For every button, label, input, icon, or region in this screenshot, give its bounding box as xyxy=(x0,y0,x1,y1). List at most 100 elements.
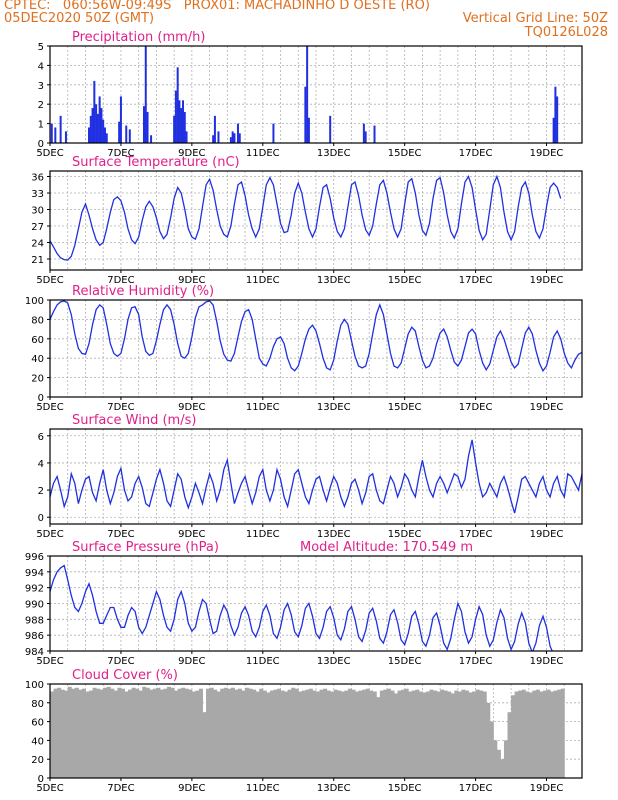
cloud-bar xyxy=(67,686,72,778)
cloud-bar xyxy=(191,691,196,778)
precip-bar xyxy=(96,113,99,143)
panel-title: Surface Pressure (hPa) xyxy=(72,540,219,555)
cloud-bar xyxy=(198,688,203,778)
cloud-bar xyxy=(99,689,104,778)
x-tick-label: 19DEC xyxy=(530,656,564,667)
cloud-bar xyxy=(340,691,345,778)
precip-bar xyxy=(128,129,131,143)
y-tick-label: 3 xyxy=(38,81,44,92)
x-tick-label: 9DEC xyxy=(178,656,205,667)
y-tick-label: 2 xyxy=(38,486,44,497)
y-tick-label: 27 xyxy=(31,222,44,233)
cloud-bar xyxy=(170,687,175,778)
panel-title: Surface Temperature (nC) xyxy=(72,155,240,170)
cloud-bar xyxy=(213,689,218,778)
cloud-bar xyxy=(234,689,239,778)
cloud-bar xyxy=(401,689,406,778)
y-tick-label: 20 xyxy=(31,755,44,766)
cloud-bar xyxy=(550,691,555,778)
precip-bar xyxy=(556,96,559,143)
x-tick-label: 5DEC xyxy=(36,529,63,540)
x-tick-label: 9DEC xyxy=(178,783,205,794)
x-tick-label: 9DEC xyxy=(178,402,205,413)
precip-bar xyxy=(236,123,239,143)
series-line-pressure xyxy=(50,564,553,651)
cloud-bar xyxy=(156,687,161,778)
panel-precip: 0 1 2 3 4 5 5DEC 7DEC 9DEC 11DEC 13DEC 15DEC 17DEC 19… xyxy=(36,30,583,159)
precip-bar xyxy=(306,46,309,143)
cloud-bar xyxy=(397,690,402,778)
cloud-bar xyxy=(237,688,242,778)
y-tick-label: 1 xyxy=(38,120,44,131)
cloud-bar xyxy=(347,688,352,778)
cloud-bar xyxy=(429,689,434,778)
precip-bar xyxy=(54,127,57,143)
x-tick-label: 11DEC xyxy=(246,148,280,159)
cloud-bar xyxy=(64,690,69,778)
cloud-bar xyxy=(496,749,501,778)
y-tick-label: 0 xyxy=(38,513,44,524)
x-tick-label: 19DEC xyxy=(530,275,564,286)
cloud-bar xyxy=(468,692,473,778)
cloud-bar xyxy=(89,690,94,778)
precip-bar xyxy=(142,106,145,143)
precip-bar xyxy=(119,96,122,143)
cloud-bar xyxy=(245,687,250,778)
x-tick-label: 17DEC xyxy=(459,402,493,413)
cloud-bar xyxy=(195,690,200,778)
cloud-bar xyxy=(528,692,533,778)
cloud-bar xyxy=(57,687,62,778)
cloud-bar xyxy=(500,759,505,778)
cloud-bar xyxy=(425,691,430,778)
x-tick-label: 15DEC xyxy=(388,402,422,413)
cloud-bar xyxy=(386,688,391,778)
precip-bar xyxy=(64,131,67,143)
x-tick-label: 17DEC xyxy=(459,275,493,286)
panel-frame xyxy=(49,299,583,398)
precip-bar xyxy=(146,111,149,143)
cloud-bar xyxy=(255,691,260,778)
cloud-bar xyxy=(326,690,331,778)
x-tick-label: 17DEC xyxy=(459,783,493,794)
cloud-bar xyxy=(493,740,498,778)
precip-bar xyxy=(183,111,186,143)
y-tick-label: 0 xyxy=(38,139,44,150)
cloud-bar xyxy=(319,689,324,778)
x-tick-label: 17DEC xyxy=(459,529,493,540)
precip-bar xyxy=(174,90,177,143)
cloud-bar xyxy=(92,687,97,778)
cloud-bar xyxy=(163,688,168,778)
y-tick-label: 994 xyxy=(25,568,44,579)
cloud-bar xyxy=(507,712,512,778)
cloud-bar xyxy=(159,689,164,778)
cloud-bar xyxy=(422,692,427,778)
x-tick-label: 19DEC xyxy=(530,148,564,159)
cloud-bar xyxy=(241,690,246,778)
cloud-bar xyxy=(81,688,86,778)
precip-bar xyxy=(89,115,92,143)
precip-bar xyxy=(329,115,332,143)
cloud-bar xyxy=(216,691,221,778)
x-tick-label: 17DEC xyxy=(459,656,493,667)
header-line1: CPTEC: 060:56W-09:49S PROX01: MACHADINHO… xyxy=(4,0,430,13)
cloud-bar xyxy=(60,689,65,778)
precip-bar xyxy=(213,115,216,143)
precip-bar xyxy=(182,100,184,143)
precip-bar xyxy=(307,117,310,143)
series-line-temperature xyxy=(50,174,562,261)
panel-frame xyxy=(49,428,583,525)
panel-pressure: 984 986 988 990 992 994 996 5DEC 7DEC 9DEC 11DEC 13… xyxy=(25,540,583,667)
y-tick-label: 20 xyxy=(31,374,44,385)
cloud-bar xyxy=(330,691,335,778)
header-model-id: TQ0126L028 xyxy=(524,25,608,40)
x-tick-label: 15DEC xyxy=(388,275,422,286)
precip-bar xyxy=(304,86,307,143)
panel-frame xyxy=(49,555,583,652)
cloud-bar xyxy=(269,690,274,778)
cloud-bar xyxy=(206,688,211,778)
cloud-bar xyxy=(553,690,558,778)
panel-humidity: 0 20 40 60 80 100 5DEC 7DEC 9DEC 11DEC 13DEC 15DEC 1… xyxy=(25,284,583,413)
cloud-bar xyxy=(415,689,420,778)
x-tick-label: 7DEC xyxy=(107,275,134,286)
cloud-bar xyxy=(479,690,484,778)
